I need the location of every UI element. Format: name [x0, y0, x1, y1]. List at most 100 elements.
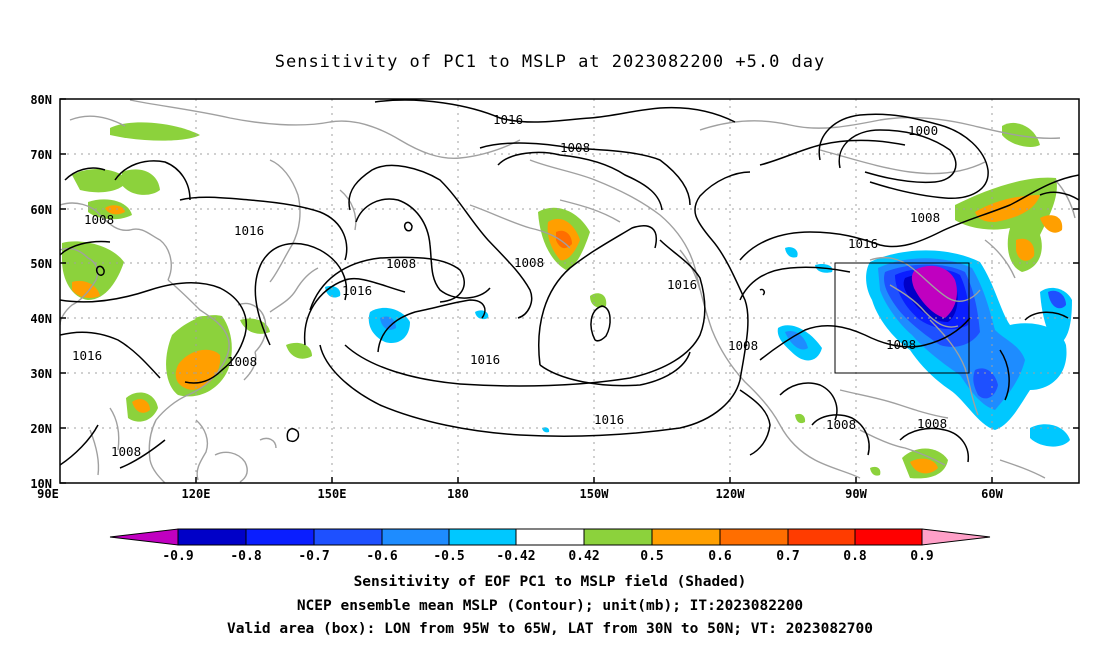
colorbar-label: 0.42: [568, 549, 599, 564]
contour-label: 1016: [594, 412, 624, 427]
contour-label: 1016: [667, 277, 697, 292]
contour-line: [999, 349, 1010, 401]
contour-line: [759, 139, 906, 166]
contour-label: 1008: [111, 444, 141, 459]
contour-line: [779, 382, 838, 421]
colorbar-bin: [448, 528, 517, 546]
shade-blob: [975, 195, 1040, 222]
contour-line: [590, 305, 611, 342]
axis-ticks: [60, 98, 1079, 484]
coastline: [259, 437, 277, 449]
contour-line: [319, 171, 751, 437]
lon-label: 180: [447, 487, 469, 501]
colorbar: [109, 528, 991, 546]
contour-label: 1016: [234, 223, 264, 238]
colorbar-bin: [515, 528, 585, 546]
colorbar-labels: -0.9 -0.8 -0.7 -0.6 -0.5 -0.42 0.42 0.5 …: [162, 549, 933, 564]
shade-blob: [1016, 238, 1035, 261]
colorbar-label: -0.5: [433, 549, 464, 564]
contour-label: 1008: [386, 256, 416, 271]
coastline: [889, 284, 959, 328]
contour-line: [114, 160, 191, 201]
shade-blob: [72, 280, 100, 298]
coastline: [69, 115, 126, 127]
coastline: [237, 302, 267, 353]
shade-blob: [72, 168, 128, 193]
contour-line: [538, 225, 657, 366]
lat-labels: 80N 70N 60N 50N 40N 30N 20N 10N: [30, 93, 52, 491]
coastline: [839, 389, 949, 419]
coastline: [469, 204, 571, 249]
lon-label: 90E: [37, 487, 59, 501]
contour-line: [286, 428, 300, 443]
shade-blob: [1002, 122, 1040, 147]
colorbar-label: -0.42: [496, 549, 535, 564]
colorbar-label: 0.6: [708, 549, 732, 564]
lat-label: 60N: [30, 203, 52, 217]
coastline: [869, 256, 981, 302]
colorbar-bin: [854, 528, 923, 546]
contour-label: 1008: [826, 417, 856, 432]
contour-line: [377, 299, 486, 353]
coastline: [999, 459, 1046, 479]
contour-line: [348, 164, 533, 319]
contour-line: [309, 256, 465, 311]
mslp-contours: [60, 99, 1079, 469]
contour-label: 1016: [848, 236, 878, 251]
shade-blob: [785, 330, 808, 350]
contour-label: 1016: [342, 283, 372, 298]
map-title: Sensitivity of PC1 to MSLP at 2023082200…: [274, 52, 826, 72]
shade-blob: [785, 247, 798, 258]
contour-line: [759, 317, 971, 361]
plot-frame: [59, 98, 1080, 484]
shade-blob: [973, 368, 998, 399]
shade-blob: [105, 205, 125, 215]
shade-blob: [380, 316, 396, 330]
coastline: [148, 279, 230, 483]
contour-line: [95, 265, 105, 276]
contour-line: [64, 167, 106, 181]
contour-line: [119, 439, 166, 469]
contour-line: [60, 424, 99, 466]
contour-line: [739, 266, 851, 301]
shade-blob: [110, 122, 200, 141]
colorbar-bin: [651, 528, 721, 546]
contour-label: 1008: [728, 338, 758, 353]
coastline: [89, 429, 100, 476]
lat-label: 80N: [30, 93, 52, 107]
contour-line: [60, 282, 247, 384]
caption-contour: NCEP ensemble mean MSLP (Contour); unit(…: [296, 598, 804, 614]
colorbar-bin: [177, 528, 247, 546]
lon-label: 60W: [981, 487, 1003, 501]
colorbar-end-left: [109, 528, 179, 546]
colorbar-label: -0.7: [298, 549, 329, 564]
contour-labels: 1016 1008 1000 1008 1008 1016 1008 1016 …: [72, 112, 947, 459]
coastline: [269, 159, 301, 283]
contour-label: 1016: [493, 112, 523, 127]
lat-label: 50N: [30, 257, 52, 271]
caption-valid-area: Valid area (box): LON from 95W to 65W, L…: [226, 621, 873, 637]
shade-blob: [1040, 215, 1063, 233]
caption-shading: Sensitivity of EOF PC1 to MSLP field (Sh…: [353, 574, 747, 590]
lon-label: 120W: [716, 487, 746, 501]
contour-label: 1016: [72, 348, 102, 363]
contour-line: [403, 221, 413, 232]
contour-line: [739, 389, 771, 456]
lat-label: 20N: [30, 422, 52, 436]
contour-line: [811, 414, 870, 456]
contour-line: [539, 351, 691, 387]
coastlines: [60, 99, 1076, 483]
colorbar-label: -0.8: [230, 549, 261, 564]
coastline: [929, 319, 979, 416]
colorbar-label: -0.9: [162, 549, 193, 564]
shade-blob: [240, 318, 270, 334]
coastline: [529, 159, 861, 479]
shade-blob: [132, 399, 150, 413]
lat-label: 40N: [30, 312, 52, 326]
contour-line: [344, 239, 706, 387]
graticule: [60, 99, 1079, 483]
coastline: [984, 239, 1016, 279]
shade-blob: [911, 265, 957, 318]
contour-line: [818, 113, 989, 199]
lat-label: 30N: [30, 367, 52, 381]
